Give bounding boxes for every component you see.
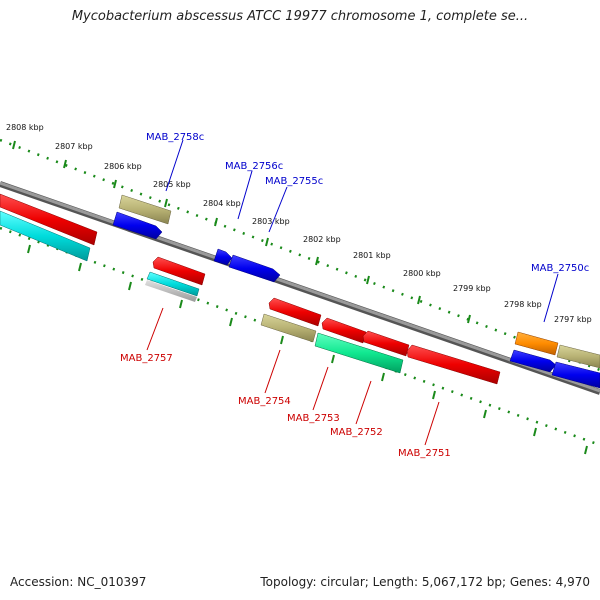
kbp-label: 2799 kbp — [453, 284, 491, 293]
feature-blue-2756c[interactable] — [213, 248, 233, 266]
gene-labels-top: MAB_2758c MAB_2756c MAB_2755c MAB_2750c — [146, 132, 589, 274]
kbp-label: 2808 kbp — [6, 123, 44, 132]
lower-tick-track — [0, 226, 600, 455]
feature-red-2757[interactable] — [152, 256, 206, 286]
kbp-labels: 2808 kbp 2807 kbp 2806 kbp 2805 kbp 2804… — [6, 123, 592, 324]
feature-blue-2758c[interactable] — [112, 211, 163, 240]
feature-orange-2750[interactable] — [514, 331, 559, 356]
genome-info-text: Topology: circular; Length: 5,067,172 bp… — [260, 575, 590, 589]
kbp-label: 2800 kbp — [403, 269, 441, 278]
feature-red-2751[interactable] — [406, 344, 501, 385]
feature-red-left[interactable] — [0, 193, 98, 246]
feature-olive-2754[interactable] — [260, 313, 317, 343]
kbp-label: 2806 kbp — [104, 162, 142, 171]
gene-label[interactable]: MAB_2752 — [330, 427, 383, 438]
feature-red-2753[interactable] — [321, 317, 367, 344]
kbp-label: 2805 kbp — [153, 180, 191, 189]
gene-label[interactable]: MAB_2756c — [225, 161, 283, 172]
gene-label[interactable]: MAB_2754 — [238, 396, 291, 407]
kbp-label: 2801 kbp — [353, 251, 391, 260]
accession-text: Accession: NC_010397 — [10, 575, 147, 589]
feature-red-2754a[interactable] — [268, 297, 322, 327]
map-title: Mycobacterium abscessus ATCC 19977 chrom… — [71, 9, 529, 24]
feature-gray-2757 — [145, 280, 197, 302]
feature-olive-right[interactable] — [556, 344, 600, 369]
feature-cyan-2757[interactable] — [146, 271, 200, 297]
gene-label[interactable]: MAB_2751 — [398, 448, 451, 459]
kbp-label: 2798 kbp — [504, 300, 542, 309]
kbp-label: 2802 kbp — [303, 235, 341, 244]
genome-backbone — [0, 181, 600, 395]
feature-blue-right[interactable] — [551, 361, 600, 389]
kbp-label: 2807 kbp — [55, 142, 93, 151]
kbp-label: 2804 kbp — [203, 199, 241, 208]
gene-label[interactable]: MAB_2755c — [265, 176, 323, 187]
kbp-label: 2797 kbp — [554, 315, 592, 324]
gene-label[interactable]: MAB_2753 — [287, 413, 340, 424]
gene-label[interactable]: MAB_2750c — [531, 263, 589, 274]
gene-label[interactable]: MAB_2757 — [120, 353, 173, 364]
feature-blue-2755c[interactable] — [228, 254, 281, 283]
gene-label[interactable]: MAB_2758c — [146, 132, 204, 143]
feature-olive-2758[interactable] — [118, 194, 172, 225]
kbp-label: 2803 kbp — [252, 217, 290, 226]
gene-labels-bottom: MAB_2757 MAB_2754 MAB_2753 MAB_2752 MAB_… — [120, 353, 451, 459]
feature-blue-2750c[interactable] — [509, 349, 557, 373]
callout-lines — [146, 139, 559, 446]
feature-red-2752[interactable] — [362, 330, 410, 357]
feature-green-2753[interactable] — [314, 332, 404, 374]
gene-features — [0, 193, 600, 389]
feature-cyan-left[interactable] — [0, 210, 91, 262]
